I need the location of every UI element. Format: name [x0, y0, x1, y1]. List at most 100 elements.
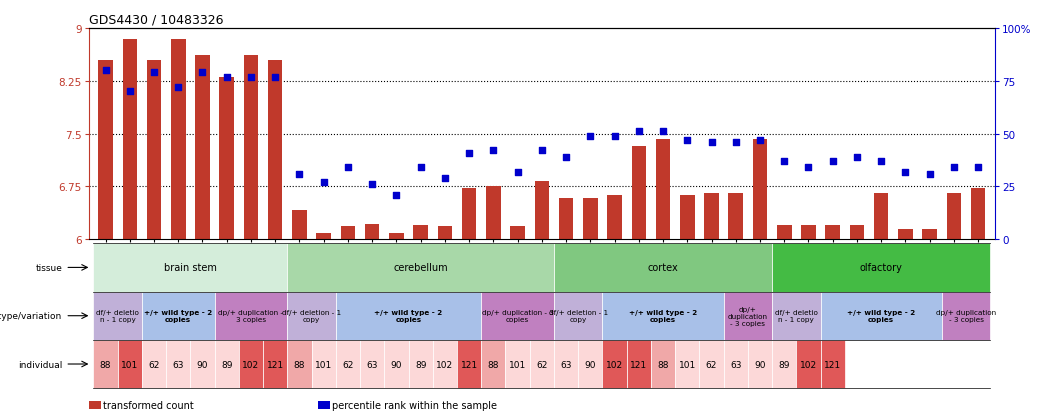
- Text: 101: 101: [121, 360, 139, 369]
- Text: 101: 101: [508, 360, 526, 369]
- Bar: [584, 199, 598, 240]
- Bar: [898, 229, 913, 240]
- Point: [848, 154, 865, 161]
- Text: individual: individual: [18, 360, 63, 369]
- Text: 101: 101: [678, 360, 696, 369]
- Bar: [317, 234, 331, 240]
- Point: [219, 74, 235, 81]
- Text: 121: 121: [267, 360, 283, 369]
- Point: [873, 158, 890, 165]
- Text: brain stem: brain stem: [164, 263, 217, 273]
- Bar: [777, 225, 792, 240]
- Point: [703, 139, 720, 146]
- Bar: [365, 224, 379, 240]
- Bar: [123, 40, 138, 240]
- Text: 102: 102: [437, 360, 453, 369]
- Bar: [655, 140, 670, 240]
- Text: 102: 102: [606, 360, 623, 369]
- Bar: [438, 227, 452, 240]
- Point: [970, 165, 987, 171]
- Bar: [631, 147, 646, 240]
- Point: [413, 165, 429, 171]
- Text: tissue: tissue: [35, 263, 63, 272]
- Point: [97, 68, 114, 74]
- Point: [824, 158, 841, 165]
- Point: [485, 148, 501, 154]
- Point: [606, 133, 623, 140]
- Text: 63: 63: [730, 360, 742, 369]
- Point: [557, 154, 574, 161]
- Bar: [268, 61, 282, 240]
- Text: dp/+
duplication
- 3 copies: dp/+ duplication - 3 copies: [728, 306, 768, 326]
- Text: df/+ deletio
n - 1 copy: df/+ deletio n - 1 copy: [96, 309, 139, 323]
- Text: 63: 63: [173, 360, 184, 369]
- Text: 121: 121: [824, 360, 841, 369]
- Text: 121: 121: [630, 360, 647, 369]
- Bar: [922, 229, 937, 240]
- Text: 88: 88: [294, 360, 305, 369]
- Bar: [728, 194, 743, 240]
- Text: transformed count: transformed count: [103, 400, 194, 410]
- Point: [316, 179, 332, 186]
- Bar: [849, 225, 864, 240]
- Point: [146, 70, 163, 76]
- Point: [437, 175, 453, 182]
- Text: dp/+ duplication -
3 copies: dp/+ duplication - 3 copies: [219, 309, 283, 323]
- Text: cortex: cortex: [648, 263, 678, 273]
- Bar: [414, 225, 428, 240]
- Text: 89: 89: [778, 360, 790, 369]
- Bar: [147, 61, 162, 240]
- Point: [340, 165, 356, 171]
- Text: 88: 88: [488, 360, 499, 369]
- Text: genotype/variation: genotype/variation: [0, 311, 63, 320]
- Text: df/+ deletio
n - 1 copy: df/+ deletio n - 1 copy: [775, 309, 818, 323]
- Bar: [946, 194, 961, 240]
- Text: +/+ wild type - 2
copies: +/+ wild type - 2 copies: [847, 309, 915, 323]
- Text: 88: 88: [100, 360, 111, 369]
- Text: percentile rank within the sample: percentile rank within the sample: [332, 400, 497, 410]
- Text: df/+ deletion - 1
copy: df/+ deletion - 1 copy: [549, 309, 607, 323]
- Text: 101: 101: [315, 360, 332, 369]
- Text: +/+ wild type - 2
copies: +/+ wild type - 2 copies: [374, 309, 443, 323]
- Bar: [220, 78, 234, 240]
- Text: cerebellum: cerebellum: [393, 263, 448, 273]
- Point: [921, 171, 938, 178]
- Text: 102: 102: [243, 360, 259, 369]
- Point: [727, 139, 744, 146]
- Bar: [244, 56, 258, 240]
- Point: [751, 137, 768, 144]
- Bar: [704, 194, 719, 240]
- Text: 90: 90: [391, 360, 402, 369]
- Text: GDS4430 / 10483326: GDS4430 / 10483326: [89, 13, 223, 26]
- Text: 63: 63: [367, 360, 378, 369]
- Bar: [292, 210, 306, 240]
- Point: [461, 150, 477, 157]
- Text: 62: 62: [705, 360, 717, 369]
- Point: [510, 169, 526, 176]
- Point: [170, 85, 187, 91]
- Bar: [971, 189, 986, 240]
- Text: 62: 62: [537, 360, 547, 369]
- Bar: [535, 182, 549, 240]
- Point: [534, 148, 550, 154]
- Point: [630, 129, 647, 135]
- Point: [291, 171, 307, 178]
- Point: [388, 192, 404, 199]
- Point: [679, 137, 696, 144]
- Bar: [607, 196, 622, 240]
- Bar: [752, 140, 767, 240]
- Point: [364, 181, 380, 188]
- Text: 121: 121: [461, 360, 477, 369]
- Text: 63: 63: [561, 360, 572, 369]
- Text: dp/+ duplication - 3
copies: dp/+ duplication - 3 copies: [481, 309, 553, 323]
- Bar: [341, 227, 355, 240]
- Point: [945, 165, 962, 171]
- Text: 89: 89: [221, 360, 232, 369]
- Text: 89: 89: [415, 360, 426, 369]
- Text: 62: 62: [342, 360, 353, 369]
- Text: 102: 102: [800, 360, 817, 369]
- Text: olfactory: olfactory: [860, 263, 902, 273]
- Bar: [195, 56, 209, 240]
- Bar: [171, 40, 185, 240]
- Point: [194, 70, 210, 76]
